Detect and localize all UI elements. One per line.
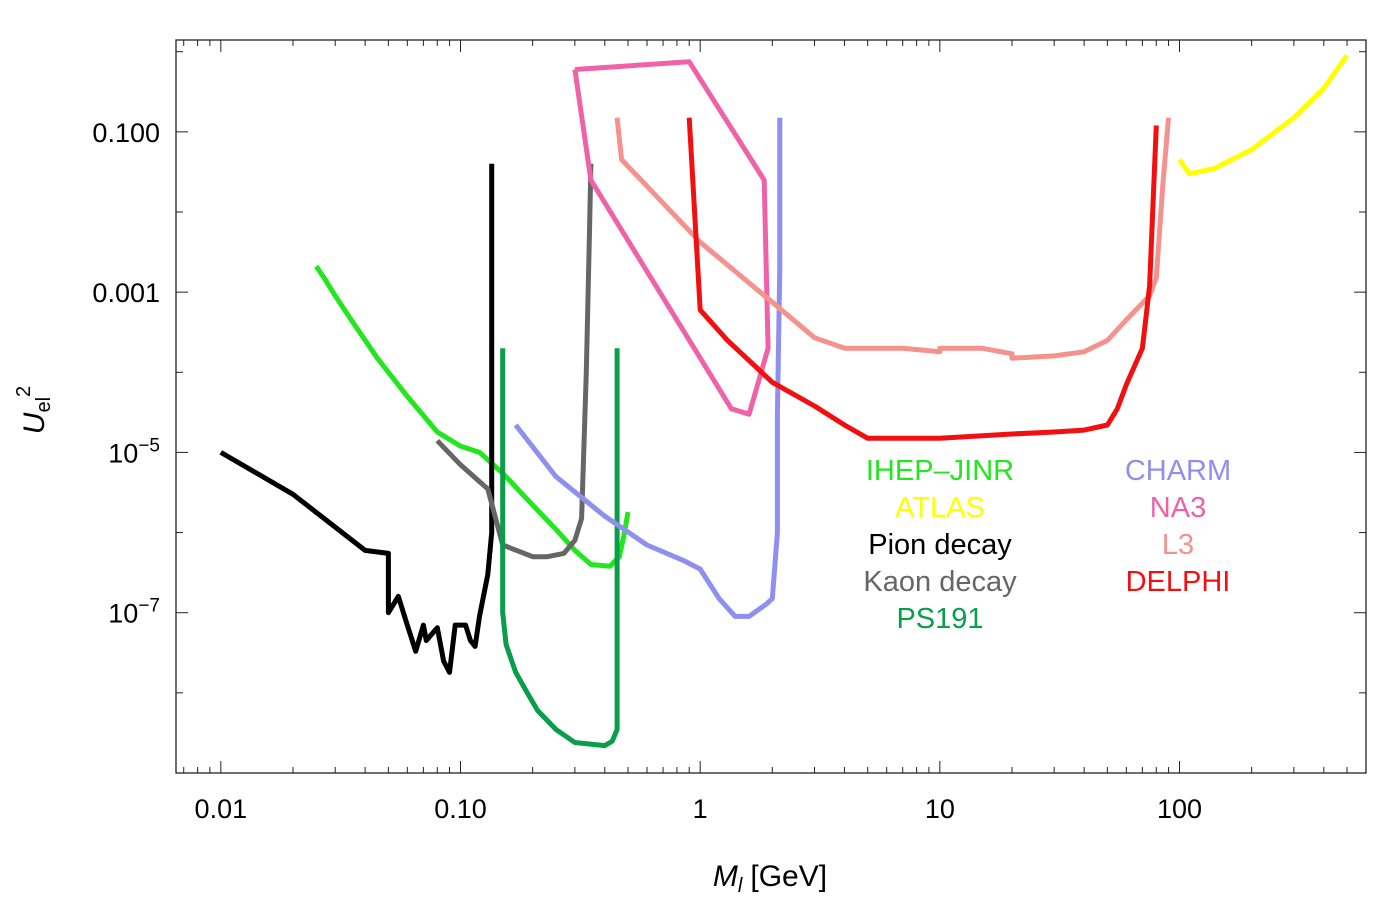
series-delphi — [686, 117, 1159, 441]
series-na3 — [572, 59, 771, 417]
series-ps191 — [500, 348, 620, 749]
legend-entry-charm: CHARM — [1125, 455, 1231, 487]
y-tick-label: 0.001 — [92, 278, 160, 308]
legend-entry-ihep-jinr: IHEP–JINR — [866, 455, 1014, 487]
legend: IHEP–JINR ATLAS Pion decay Kaon decay PS191 C… — [863, 455, 1231, 635]
x-tick-label: 0.10 — [434, 794, 487, 824]
x-tick-label: 10 — [925, 794, 955, 824]
legend-entry-kaon-decay: Kaon decay — [863, 566, 1017, 598]
legend-entry-l3: L3 — [1162, 529, 1194, 561]
tick-marks — [176, 40, 1367, 774]
series-pion-decay — [219, 163, 495, 675]
x-tick-label: 0.01 — [195, 794, 248, 824]
x-tick-label: 100 — [1157, 794, 1202, 824]
series-atlas — [1177, 53, 1350, 177]
series-l3 — [614, 117, 1171, 361]
series-charm — [513, 117, 783, 619]
x-axis-subscript: l — [738, 875, 743, 897]
series-lines — [219, 53, 1350, 749]
plot-frame — [175, 39, 1367, 774]
x-tick-labels: 0.01 0.10 1 10 100 — [195, 794, 1202, 824]
y-axis-symbol: U — [18, 412, 51, 434]
legend-entry-na3: NA3 — [1150, 492, 1206, 524]
legend-entry-delphi: DELPHI — [1126, 566, 1231, 598]
y-tick-label: 10−7 — [108, 596, 160, 629]
y-axis-superscript: 2 — [13, 386, 35, 397]
y-axis-title: Uel2 — [13, 386, 55, 434]
x-axis-title: Ml [GeV] — [713, 860, 827, 897]
x-axis-symbol: M — [713, 860, 738, 893]
y-tick-label: 10−5 — [108, 435, 160, 468]
series-kaon-decay — [435, 163, 594, 560]
y-tick-labels: 0.100 0.001 10−5 10−7 — [92, 118, 160, 629]
legend-entry-pion-decay: Pion decay — [868, 529, 1012, 561]
legend-entry-atlas: ATLAS — [895, 492, 985, 524]
x-tick-label: 1 — [693, 794, 708, 824]
x-axis-unit: [GeV] — [750, 860, 827, 893]
y-axis-subscript: el — [33, 397, 55, 413]
y-tick-label: 0.100 — [92, 118, 160, 148]
legend-entry-ps191: PS191 — [896, 603, 983, 635]
